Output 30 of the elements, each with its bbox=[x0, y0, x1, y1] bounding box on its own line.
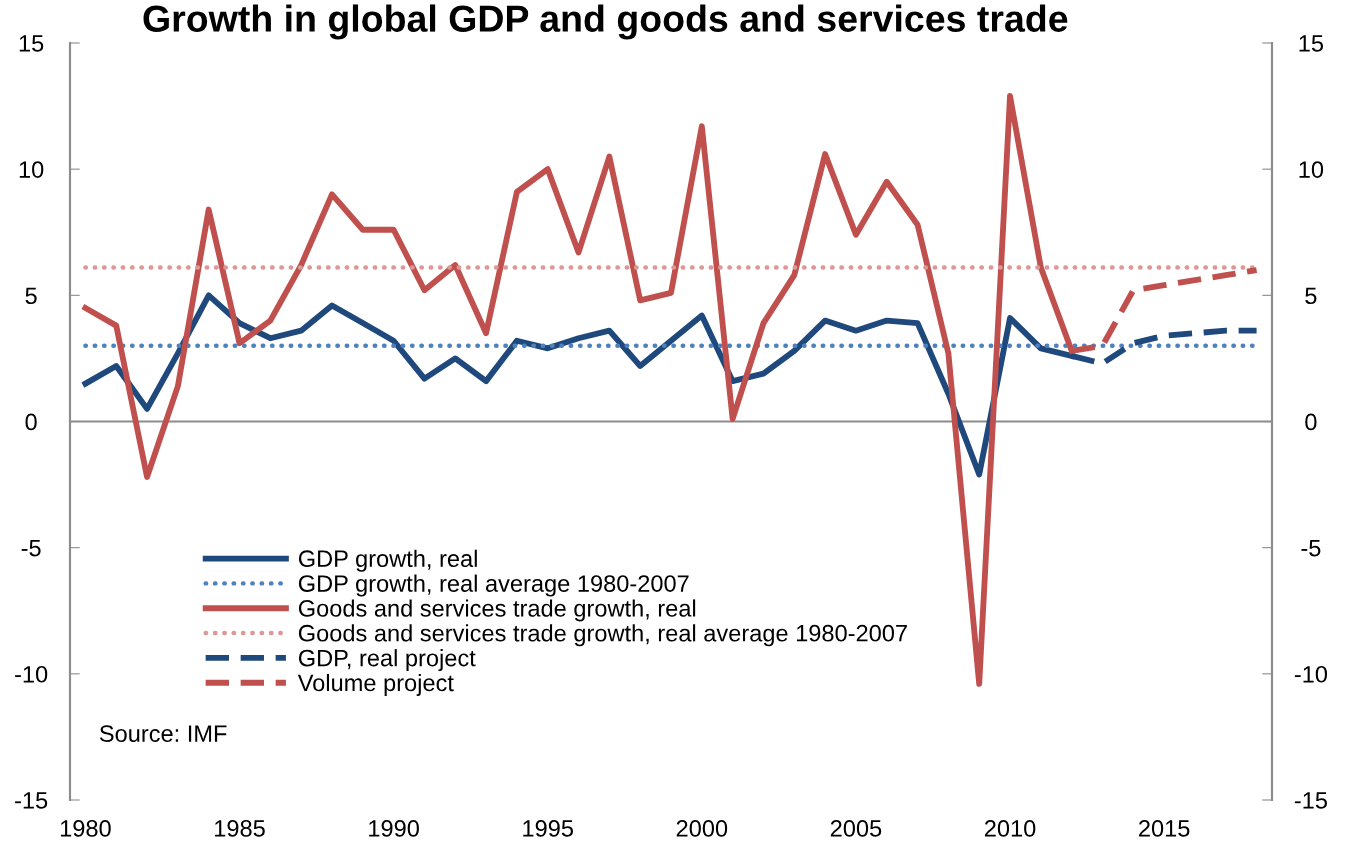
x-tick-label: 2010 bbox=[984, 820, 1036, 837]
legend-label: Volume project bbox=[297, 673, 454, 696]
x-tick-label: 1980 bbox=[60, 820, 111, 837]
y-tick-label: -15 bbox=[15, 792, 48, 809]
y-tick-label: -10 bbox=[15, 665, 48, 683]
y2-tick-label: 10 bbox=[1299, 161, 1324, 178]
legend-label: Goods and services trade growth, real average 1980-2007 bbox=[298, 624, 907, 647]
legend-label: Goods and services trade growth, real bbox=[298, 599, 696, 622]
x-tick-label: 2005 bbox=[830, 820, 882, 837]
y2-tick-label: 0 bbox=[1305, 413, 1317, 431]
y-tick-label: 10 bbox=[19, 161, 44, 178]
y2-tick-label: -5 bbox=[1301, 539, 1321, 557]
legend-label: GDP growth, real bbox=[298, 549, 477, 572]
x-tick-label: 1990 bbox=[369, 820, 419, 837]
x-tick-label: 2015 bbox=[1139, 820, 1190, 837]
y-tick-label: 15 bbox=[19, 35, 44, 52]
y-tick-label: 5 bbox=[25, 287, 37, 305]
y-tick-label: -5 bbox=[21, 539, 41, 557]
y2-tick-label: -15 bbox=[1294, 792, 1327, 809]
y2-tick-label: -10 bbox=[1294, 665, 1328, 683]
x-tick-label: 2000 bbox=[676, 820, 728, 837]
x-tick-label: 1995 bbox=[523, 820, 573, 837]
y2-tick-label: 5 bbox=[1305, 287, 1317, 305]
y2-tick-label: 15 bbox=[1299, 35, 1324, 52]
y-tick-label: 0 bbox=[25, 413, 37, 431]
legend-label: GDP growth, real average 1980-2007 bbox=[298, 574, 689, 597]
chart-title: Growth in global GDP and goods and services trade bbox=[143, 4, 1068, 40]
annotation: Source: IMF bbox=[99, 725, 227, 742]
x-tick-label: 1985 bbox=[215, 820, 265, 837]
legend-label: GDP, real project bbox=[298, 649, 476, 672]
